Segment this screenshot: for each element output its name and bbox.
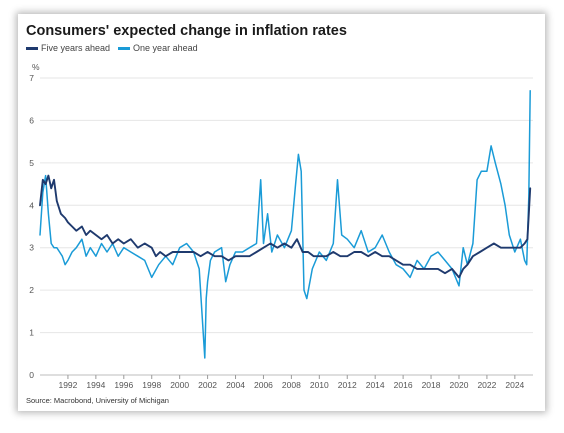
- legend-label-one-year: One year ahead: [133, 43, 198, 53]
- chart-card: Consumers' expected change in inflation …: [18, 14, 545, 411]
- y-tick-label: 4: [29, 200, 34, 210]
- y-tick-label: 6: [29, 115, 34, 125]
- x-tick-label: 2022: [477, 380, 496, 390]
- source-note: Source: Macrobond, University of Michiga…: [26, 396, 169, 405]
- legend-label-five-years: Five years ahead: [41, 43, 111, 53]
- series-line-five-years-ahead: [39, 174, 532, 279]
- y-tick-label: 7: [29, 73, 34, 83]
- line-chart: 0 1 2 3 4 5 6 7 1992 1994 1996 1998 2000 2002 2004 2006…: [29, 73, 533, 390]
- x-tick-label: 2006: [254, 380, 273, 390]
- series-line-one-year-ahead: [39, 89, 531, 359]
- x-tick-label: 2000: [170, 380, 189, 390]
- x-tick-label: 2016: [394, 380, 413, 390]
- legend-item-five-years: Five years ahead: [26, 43, 110, 53]
- x-tick-label: 1992: [58, 380, 77, 390]
- x-tick-label: 2018: [422, 380, 441, 390]
- y-unit-label: %: [32, 62, 40, 72]
- x-tick-label: 2012: [338, 380, 357, 390]
- y-tick-label: 5: [29, 158, 34, 168]
- y-tick-label: 2: [29, 285, 34, 295]
- x-tick-label: 2014: [366, 380, 385, 390]
- x-tick-label: 1998: [142, 380, 161, 390]
- x-tick-label: 2004: [226, 380, 245, 390]
- chart-title: Consumers' expected change in inflation …: [26, 23, 347, 39]
- y-tick-label: 3: [29, 243, 34, 253]
- chart-legend: Five years ahead One year ahead: [26, 43, 206, 53]
- x-tick-label: 2020: [450, 380, 469, 390]
- x-tick-label: 2010: [310, 380, 329, 390]
- legend-swatch-five-years: [26, 46, 38, 50]
- legend-item-one-year: One year ahead: [118, 43, 198, 53]
- x-tick-label: 2008: [282, 380, 301, 390]
- x-tick-label: 2024: [505, 380, 524, 390]
- y-tick-label: 0: [29, 370, 34, 380]
- x-tick-label: 2002: [198, 380, 217, 390]
- x-tick-label: 1994: [86, 380, 105, 390]
- x-tick-label: 1996: [114, 380, 133, 390]
- legend-swatch-one-year: [118, 46, 131, 50]
- y-tick-label: 1: [29, 328, 34, 338]
